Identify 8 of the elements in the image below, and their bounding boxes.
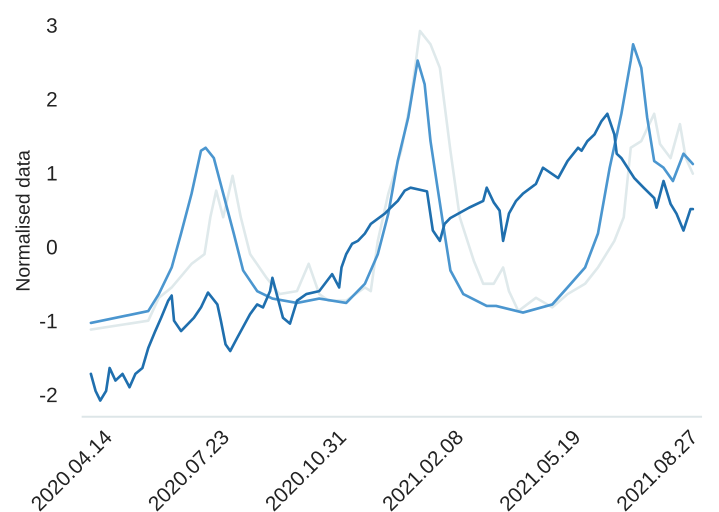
y-tick-label: -1 [40,314,57,328]
y-tick-label: 2 [47,92,57,107]
line-series [90,112,694,402]
y-tick-label: -2 [40,388,57,402]
y-tick-label: 3 [46,18,57,33]
y-axis-title: Normalised data [15,150,30,290]
y-tick-label: 1 [48,166,57,180]
y-tick-label: 0 [46,240,57,255]
